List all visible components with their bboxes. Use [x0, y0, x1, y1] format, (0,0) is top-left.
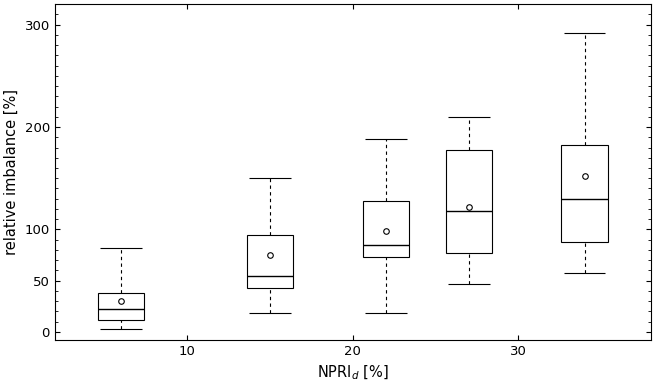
FancyBboxPatch shape	[98, 293, 144, 320]
FancyBboxPatch shape	[247, 235, 293, 288]
FancyBboxPatch shape	[561, 146, 608, 242]
FancyBboxPatch shape	[445, 149, 492, 253]
Y-axis label: relative imbalance [%]: relative imbalance [%]	[4, 89, 19, 255]
X-axis label: NPRI$_d$ [%]: NPRI$_d$ [%]	[317, 364, 389, 382]
FancyBboxPatch shape	[363, 201, 409, 257]
